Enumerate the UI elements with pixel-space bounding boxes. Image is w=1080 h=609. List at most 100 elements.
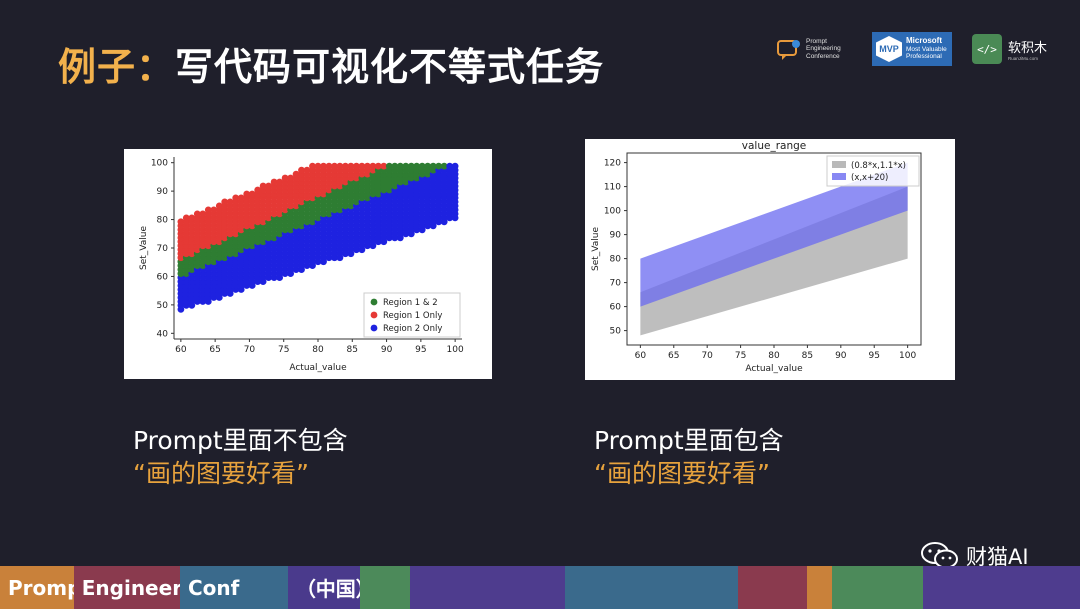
- x-tick-label: 100: [899, 351, 916, 361]
- x-tick-label: 95: [869, 351, 880, 361]
- scatter-point-region-both: [413, 162, 421, 170]
- legend-label: (0.8*x,1.1*x): [851, 161, 906, 171]
- scatter-point-region1: [281, 174, 289, 182]
- scatter-point-region1: [364, 162, 371, 170]
- y-tick-label: 90: [157, 187, 169, 197]
- scatter-point-region-both: [435, 162, 443, 170]
- scatter-point-region-both: [429, 162, 437, 170]
- x-tick-label: 65: [668, 351, 679, 361]
- scatter-point-region1: [270, 178, 278, 186]
- scatter-point-region1: [358, 162, 366, 170]
- x-tick-label: 65: [209, 345, 220, 355]
- mvp-line-2: Most Valuable: [906, 45, 947, 53]
- x-tick-label: 85: [802, 351, 813, 361]
- y-tick-label: 110: [604, 183, 621, 193]
- caption-right-line-1: Prompt里面包含: [594, 426, 784, 455]
- scatter-point-region1: [380, 162, 388, 170]
- scatter-point-region1: [347, 162, 355, 170]
- scatter-point-region1: [342, 162, 349, 170]
- code-cube-icon: </>: [972, 34, 1002, 64]
- microsoft-mvp-logo: MVP Microsoft Most Valuable Professional: [872, 32, 952, 66]
- footer-segment: Engineering: [73, 566, 180, 609]
- y-tick-label: 60: [610, 303, 622, 313]
- scatter-point-region-both: [424, 162, 432, 170]
- legend-marker: [370, 324, 378, 332]
- caption-left-line-2: “画的图要好看”: [133, 459, 309, 488]
- y-axis-label: Set_Value: [139, 226, 149, 270]
- mvp-line-3: Professional: [906, 53, 942, 61]
- scatter-point-region2: [451, 162, 459, 170]
- caption-without-pretty: Prompt里面不包含 “画的图要好看”: [133, 424, 348, 490]
- x-tick-label: 60: [175, 345, 187, 355]
- pec-line-1: Prompt: [806, 37, 827, 45]
- scatter-point-region1: [374, 162, 382, 170]
- legend-label: Region 1 Only: [383, 311, 442, 321]
- scatter-point-region1: [248, 190, 256, 198]
- footer-segment: [359, 566, 410, 609]
- footer-segment: Prompt: [0, 566, 74, 609]
- x-tick-label: 90: [835, 351, 847, 361]
- footer-segment: [409, 566, 565, 609]
- legend-label: Region 2 Only: [383, 324, 442, 334]
- scatter-point-region1: [298, 166, 305, 174]
- scatter-point-region1: [259, 182, 267, 190]
- y-tick-label: 80: [157, 216, 169, 226]
- slide-title: 例子：写代码可视化不等式任务: [58, 36, 604, 91]
- y-tick-label: 70: [157, 244, 169, 254]
- x-tick-label: 75: [735, 351, 746, 361]
- footer-segment: [923, 566, 1080, 609]
- x-tick-label: 70: [701, 351, 713, 361]
- chart-title: value_range: [742, 140, 806, 152]
- area-chart-value-range: value_range 60 65 70 75 80 85 90 95 100 50 60 70 80 90…: [585, 139, 955, 380]
- footer-segment: [738, 566, 808, 609]
- legend-label: (x,x+20): [851, 173, 888, 183]
- legend-marker: [370, 311, 378, 319]
- scatter-point-region-both: [418, 162, 426, 170]
- y-tick-label: 60: [157, 272, 169, 282]
- footer-segment: [564, 566, 739, 609]
- scatter-point-region1: [292, 170, 300, 178]
- scatter-point-region-both: [396, 162, 404, 170]
- legend-marker: [370, 298, 378, 306]
- pec-line-3: Conference: [806, 52, 840, 60]
- footer-segment: （中国）: [287, 566, 360, 609]
- ruanjimu-logo: </> 软积木 RuanJiMu.com: [972, 32, 1062, 66]
- y-tick-label: 50: [157, 301, 169, 311]
- footer-segment: Conf: [179, 566, 288, 609]
- scatter-point-region1: [287, 174, 294, 182]
- scatter-point-region1: [188, 214, 196, 222]
- caption-left-line-1: Prompt里面不包含: [133, 426, 348, 455]
- scatter-point-region1: [226, 198, 234, 206]
- scatter-point-region-both: [385, 162, 393, 170]
- scatter-point-region1: [276, 178, 283, 186]
- scatter-point-region2: [446, 162, 454, 170]
- x-tick-label: 80: [312, 345, 324, 355]
- x-tick-label: 70: [244, 345, 256, 355]
- x-tick-label: 80: [768, 351, 780, 361]
- x-tick-label: 60: [635, 351, 647, 361]
- scatter-chart-svg: 60 65 70 75 80 85 90 95 100 40 50 60 70 80 90 100 Actual…: [139, 157, 464, 373]
- scatter-point-region1: [215, 202, 223, 210]
- footer-segment: [831, 566, 924, 609]
- caption-with-pretty: Prompt里面包含 “画的图要好看”: [594, 424, 784, 490]
- scatter-point-region-both: [391, 162, 399, 170]
- x-tick-label: 90: [381, 345, 393, 355]
- scatter-point-region1: [210, 206, 218, 214]
- scatter-point-region1: [204, 206, 212, 214]
- scatter-chart-regions: 60 65 70 75 80 85 90 95 100 40 50 60 70 80 90 100 Actual…: [124, 149, 492, 379]
- slide-title-accent: 例子：: [58, 45, 176, 89]
- y-tick-label: 100: [151, 159, 168, 169]
- area-band: [640, 162, 908, 307]
- x-axis-label: Actual_value: [289, 363, 347, 373]
- wechat-watermark: 财猫AI: [920, 541, 1029, 571]
- x-tick-label: 85: [347, 345, 358, 355]
- scatter-point-region1: [309, 162, 316, 170]
- scatter-point-region1: [182, 214, 190, 222]
- x-tick-label: 75: [278, 345, 289, 355]
- y-tick-label: 90: [610, 231, 622, 241]
- scatter-point-region-both: [440, 162, 448, 170]
- mvp-line-1: Microsoft: [906, 36, 942, 46]
- rjm-name: 软积木: [1008, 41, 1048, 56]
- y-tick-label: 40: [157, 329, 169, 339]
